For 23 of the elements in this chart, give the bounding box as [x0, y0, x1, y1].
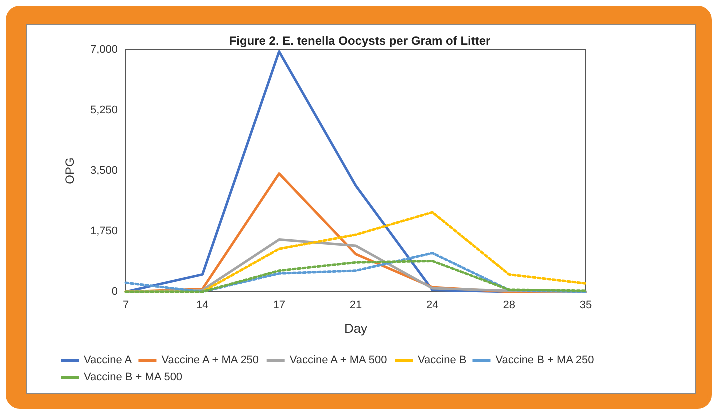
x-tick-label: 14	[196, 300, 209, 312]
y-tick-label: 1,750	[90, 226, 118, 238]
chart-title: Figure 2. E. tenella Oocysts per Gram of Litter	[229, 34, 492, 48]
x-axis-title: Day	[344, 321, 368, 336]
y-tick-label: 5,250	[90, 104, 118, 116]
legend-label: Vaccine B + MA 500	[84, 372, 183, 384]
y-tick-label: 0	[112, 286, 118, 298]
x-tick-label: 7	[122, 300, 130, 312]
legend-label: Vaccine A	[84, 354, 133, 366]
y-axis-title: OPG	[63, 158, 77, 184]
y-tick-label: 3,500	[90, 165, 118, 177]
y-tick-label: 7,000	[90, 44, 118, 56]
legend-label: Vaccine B + MA 250	[496, 354, 594, 366]
legend-label: Vaccine A + MA 500	[290, 354, 388, 366]
x-tick-label: 21	[350, 300, 362, 312]
line-series	[124, 252, 588, 294]
line-series	[124, 260, 588, 294]
x-tick-label: 28	[503, 300, 516, 312]
x-tick-label: 17	[273, 300, 286, 312]
x-tick-label: 35	[580, 300, 592, 312]
x-tick-label: 24	[426, 300, 439, 312]
legend-label: Vaccine B	[418, 354, 467, 366]
legend-label: Vaccine A + MA 250	[162, 354, 260, 366]
